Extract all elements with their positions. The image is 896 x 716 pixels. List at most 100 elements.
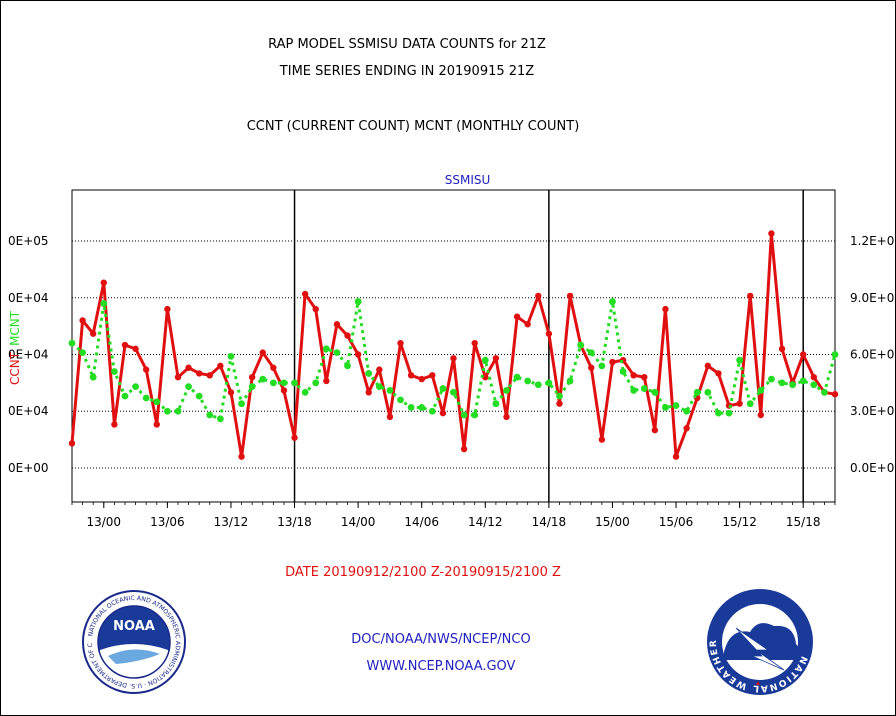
data-point-mcnt [312,379,320,387]
data-point-ccnt [217,362,224,370]
data-point-mcnt [238,400,245,408]
date-range-label: DATE 20190912/2100 Z-20190915/2100 Z [285,565,561,580]
website-label: WWW.NCEP.NOAA.GOV [366,659,516,674]
data-point-mcnt [662,404,669,411]
y-left-tick-label-4: 0E+00 [8,461,49,475]
data-point-ccnt [164,305,171,313]
y-left-tick-label-3: 0E+04 [8,404,49,418]
data-point-mcnt [513,373,521,381]
data-point-ccnt [831,391,839,398]
data-point-ccnt [301,290,309,298]
data-point-mcnt [344,362,351,370]
data-point-mcnt [789,381,797,389]
data-point-mcnt [545,379,553,387]
data-point-mcnt [407,404,415,411]
data-point-ccnt [68,440,76,447]
data-point-mcnt [683,407,691,415]
data-point-mcnt [163,407,171,415]
data-point-ccnt [503,413,510,421]
series-line-ccnt [70,232,836,459]
data-point-ccnt [683,425,690,432]
data-point-ccnt [429,372,436,379]
data-point-mcnt [365,370,373,377]
data-point-ccnt [556,400,563,407]
y-right-tick-label-4: 0.0E+0 [850,461,894,475]
data-point-mcnt [821,388,828,396]
data-point-ccnt [227,389,235,396]
chart-title-line1: RAP MODEL SSMISU DATA COUNTS for 21Z [268,37,546,52]
data-point-mcnt [375,383,383,391]
noaa-logo: NOAA NATIONAL OCEANIC AND ATMOSPHERIC AD… [80,590,186,694]
data-point-mcnt [259,375,267,383]
data-point-mcnt [577,341,585,349]
data-point-mcnt [450,388,457,396]
data-point-mcnt [110,368,118,375]
data-point-ccnt [323,377,330,385]
data-point-ccnt [291,434,298,441]
x-tick-label-2: 13/12 [214,515,249,529]
data-point-mcnt [185,383,192,391]
data-point-mcnt [428,407,436,415]
data-point-ccnt [471,339,478,347]
data-point-mcnt [619,368,627,375]
chart-title-line2: TIME SERIES ENDING IN 20190915 21Z [279,64,535,79]
data-point-mcnt [195,392,203,400]
y-right-tick-label-0: 1.2E+0 [850,234,894,248]
data-point-ccnt [121,341,129,349]
data-point-ccnt [715,370,722,377]
data-point-ccnt [651,426,659,434]
x-tick-label-10: 15/12 [722,515,757,529]
data-point-ccnt [588,364,595,371]
data-point-mcnt [566,377,574,385]
data-point-ccnt [376,366,383,373]
x-tick-label-8: 15/00 [595,515,630,529]
data-point-ccnt [566,292,574,300]
y-left-tick-label-2: 0E+04 [8,348,49,362]
data-point-ccnt [248,374,256,381]
data-point-ccnt [778,345,786,353]
data-point-mcnt [524,377,532,385]
x-tick-label-0: 13/00 [86,515,121,529]
data-point-mcnt [354,298,362,305]
plot-frame [71,189,836,503]
data-point-mcnt [736,356,744,364]
data-point-ccnt [259,349,266,356]
data-point-mcnt [439,385,447,392]
data-point-mcnt [757,387,765,394]
x-tick-label-4: 14/00 [341,515,376,529]
data-point-mcnt [725,409,733,417]
data-point-ccnt [79,317,86,324]
x-tick-label-3: 13/18 [277,515,312,529]
data-point-mcnt [503,387,510,394]
data-point-mcnt [68,339,76,347]
data-point-ccnt [397,339,404,347]
data-point-mcnt [386,387,394,394]
data-point-mcnt [206,411,214,419]
data-point-mcnt [651,388,659,396]
data-point-ccnt [757,411,765,419]
data-point-ccnt [736,400,743,407]
data-point-ccnt [418,375,425,383]
data-point-mcnt [100,300,108,307]
data-point-mcnt [672,402,680,409]
data-point-mcnt [640,385,648,392]
data-point-ccnt [704,362,712,370]
data-point-ccnt [747,292,754,300]
data-point-mcnt [418,404,426,411]
data-point-ccnt [492,355,500,362]
data-point-mcnt [248,383,256,391]
data-point-mcnt [132,383,139,391]
data-point-mcnt [768,375,775,383]
x-tick-label-11: 15/18 [786,515,821,529]
data-point-ccnt [206,372,213,379]
data-point-ccnt [153,421,160,428]
data-point-ccnt [810,374,818,381]
chart-panel-title: SSMISU [445,173,491,187]
y-left-tick-label-1: 0E+04 [8,291,49,305]
data-point-mcnt [587,349,595,357]
data-point-mcnt [630,387,638,394]
y-right-tick-label-3: 3.0E+0 [850,404,894,418]
data-point-mcnt [397,396,404,404]
data-point-ccnt [641,374,648,381]
